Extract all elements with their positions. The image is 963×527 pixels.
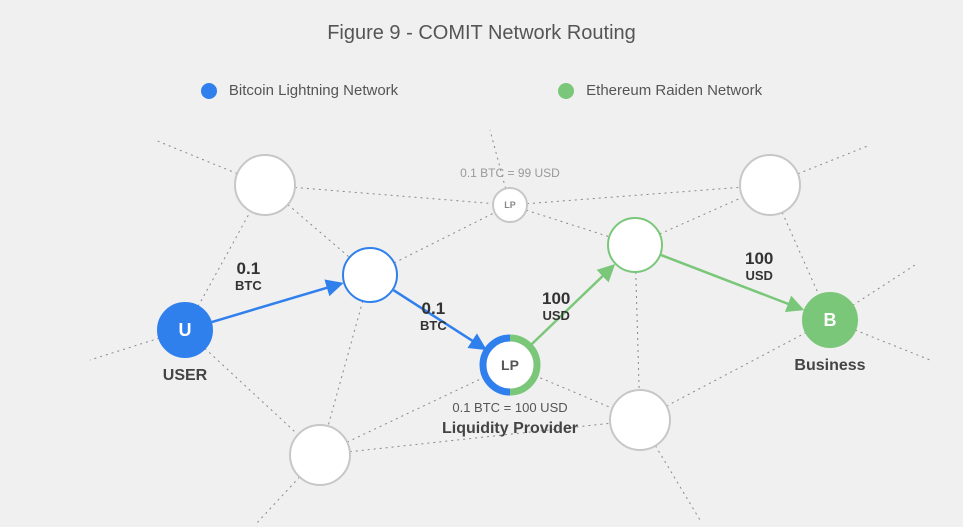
- route-edge: [212, 284, 340, 322]
- mesh-edge: [328, 301, 363, 426]
- node-label-lp_main: Liquidity Provider: [440, 420, 580, 438]
- mesh-edge: [660, 197, 743, 234]
- edge-value-label: 0.1BTC: [420, 300, 447, 333]
- node-label-business: Business: [760, 357, 900, 375]
- node-n_bottom: [610, 390, 670, 450]
- mesh-edge: [288, 205, 350, 258]
- edge-value-label: 100USD: [745, 250, 773, 283]
- edge-value-label: 0.1BTC: [235, 260, 262, 293]
- mesh-edge: [527, 187, 740, 203]
- route-edge: [661, 255, 801, 309]
- node-n_botleft: [290, 425, 350, 485]
- mesh-edge-offscreen: [155, 140, 237, 174]
- mesh-edge-offscreen: [855, 330, 930, 360]
- node-caption-lp_top: 0.1 BTC = 99 USD: [430, 166, 590, 180]
- edge-value-label: 100USD: [542, 290, 570, 323]
- mesh-edge-offscreen: [255, 477, 300, 525]
- network-diagram: U LP LP B: [0, 0, 963, 527]
- node-rate-lp_main: 0.1 BTC = 100 USD: [430, 400, 590, 415]
- node-relay_eth: [608, 218, 662, 272]
- node-glyph-lp_top: LP: [504, 200, 516, 210]
- mesh-edge: [636, 272, 639, 390]
- node-label-user: USER: [115, 367, 255, 385]
- node-glyph-user: U: [179, 320, 192, 340]
- mesh-edge-offscreen: [655, 446, 700, 520]
- mesh-edge: [205, 348, 298, 434]
- node-n_topleft: [235, 155, 295, 215]
- mesh-edge: [295, 187, 493, 203]
- mesh-edge-offscreen: [90, 338, 159, 360]
- mesh-edge: [394, 213, 495, 263]
- mesh-edge-offscreen: [798, 145, 870, 174]
- node-glyph-business: B: [824, 310, 837, 330]
- mesh-edge-offscreen: [853, 265, 915, 305]
- node-n_topright: [740, 155, 800, 215]
- mesh-edge: [526, 210, 609, 237]
- node-glyph-lp_main: LP: [501, 357, 519, 373]
- mesh-edge: [782, 212, 819, 295]
- node-relay_btc: [343, 248, 397, 302]
